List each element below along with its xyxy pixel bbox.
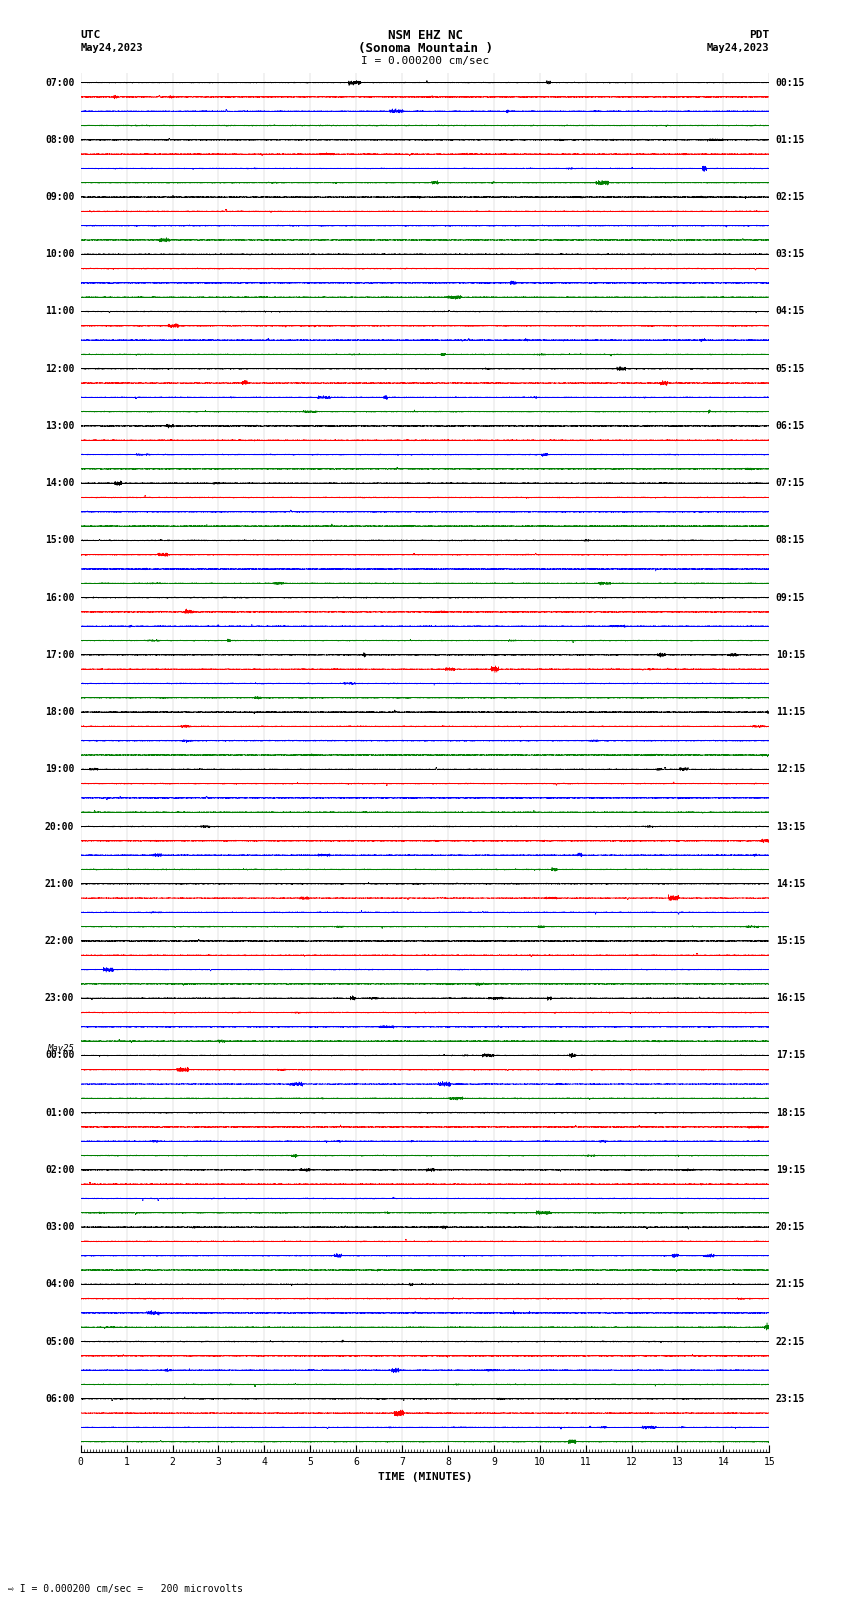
Text: 10:00: 10:00 bbox=[45, 250, 74, 260]
Text: 23:15: 23:15 bbox=[776, 1394, 805, 1403]
Text: (Sonoma Mountain ): (Sonoma Mountain ) bbox=[358, 42, 492, 55]
Text: 00:15: 00:15 bbox=[776, 77, 805, 87]
Text: 22:15: 22:15 bbox=[776, 1337, 805, 1347]
Text: 22:00: 22:00 bbox=[45, 936, 74, 945]
Text: 07:15: 07:15 bbox=[776, 477, 805, 489]
Text: 15:15: 15:15 bbox=[776, 936, 805, 945]
Text: PDT: PDT bbox=[749, 31, 769, 40]
Text: 23:00: 23:00 bbox=[45, 994, 74, 1003]
Text: 18:15: 18:15 bbox=[776, 1108, 805, 1118]
Text: 08:00: 08:00 bbox=[45, 135, 74, 145]
Text: 02:15: 02:15 bbox=[776, 192, 805, 202]
Text: 08:15: 08:15 bbox=[776, 536, 805, 545]
Text: 09:00: 09:00 bbox=[45, 192, 74, 202]
Text: 06:00: 06:00 bbox=[45, 1394, 74, 1403]
Text: 16:00: 16:00 bbox=[45, 592, 74, 603]
Text: 06:15: 06:15 bbox=[776, 421, 805, 431]
Text: 15:00: 15:00 bbox=[45, 536, 74, 545]
Text: 11:15: 11:15 bbox=[776, 706, 805, 718]
Text: UTC: UTC bbox=[81, 31, 101, 40]
Text: 05:00: 05:00 bbox=[45, 1337, 74, 1347]
Text: 03:00: 03:00 bbox=[45, 1223, 74, 1232]
Text: 19:15: 19:15 bbox=[776, 1165, 805, 1174]
Text: 12:15: 12:15 bbox=[776, 765, 805, 774]
Text: 03:15: 03:15 bbox=[776, 250, 805, 260]
Text: 10:15: 10:15 bbox=[776, 650, 805, 660]
Text: 01:00: 01:00 bbox=[45, 1108, 74, 1118]
Text: I = 0.000200 cm/sec: I = 0.000200 cm/sec bbox=[361, 56, 489, 66]
Text: ⇨ I = 0.000200 cm/sec =   200 microvolts: ⇨ I = 0.000200 cm/sec = 200 microvolts bbox=[8, 1584, 243, 1594]
Text: 20:00: 20:00 bbox=[45, 821, 74, 832]
Text: 14:15: 14:15 bbox=[776, 879, 805, 889]
Text: 20:15: 20:15 bbox=[776, 1223, 805, 1232]
Text: 01:15: 01:15 bbox=[776, 135, 805, 145]
Text: May24,2023: May24,2023 bbox=[706, 44, 769, 53]
Text: 21:00: 21:00 bbox=[45, 879, 74, 889]
Text: 12:00: 12:00 bbox=[45, 363, 74, 374]
Text: 11:00: 11:00 bbox=[45, 306, 74, 316]
Text: 00:00: 00:00 bbox=[45, 1050, 74, 1060]
Text: 17:00: 17:00 bbox=[45, 650, 74, 660]
Text: 04:00: 04:00 bbox=[45, 1279, 74, 1289]
Text: 16:15: 16:15 bbox=[776, 994, 805, 1003]
Text: 21:15: 21:15 bbox=[776, 1279, 805, 1289]
Text: 17:15: 17:15 bbox=[776, 1050, 805, 1060]
Text: May25: May25 bbox=[48, 1044, 74, 1053]
Text: 13:00: 13:00 bbox=[45, 421, 74, 431]
Text: 14:00: 14:00 bbox=[45, 477, 74, 489]
Text: 02:00: 02:00 bbox=[45, 1165, 74, 1174]
Text: 05:15: 05:15 bbox=[776, 363, 805, 374]
Text: 09:15: 09:15 bbox=[776, 592, 805, 603]
Text: 19:00: 19:00 bbox=[45, 765, 74, 774]
Text: 07:00: 07:00 bbox=[45, 77, 74, 87]
Text: 04:15: 04:15 bbox=[776, 306, 805, 316]
Text: NSM EHZ NC: NSM EHZ NC bbox=[388, 29, 462, 42]
X-axis label: TIME (MINUTES): TIME (MINUTES) bbox=[377, 1473, 473, 1482]
Text: 13:15: 13:15 bbox=[776, 821, 805, 832]
Text: 18:00: 18:00 bbox=[45, 706, 74, 718]
Text: May24,2023: May24,2023 bbox=[81, 44, 144, 53]
